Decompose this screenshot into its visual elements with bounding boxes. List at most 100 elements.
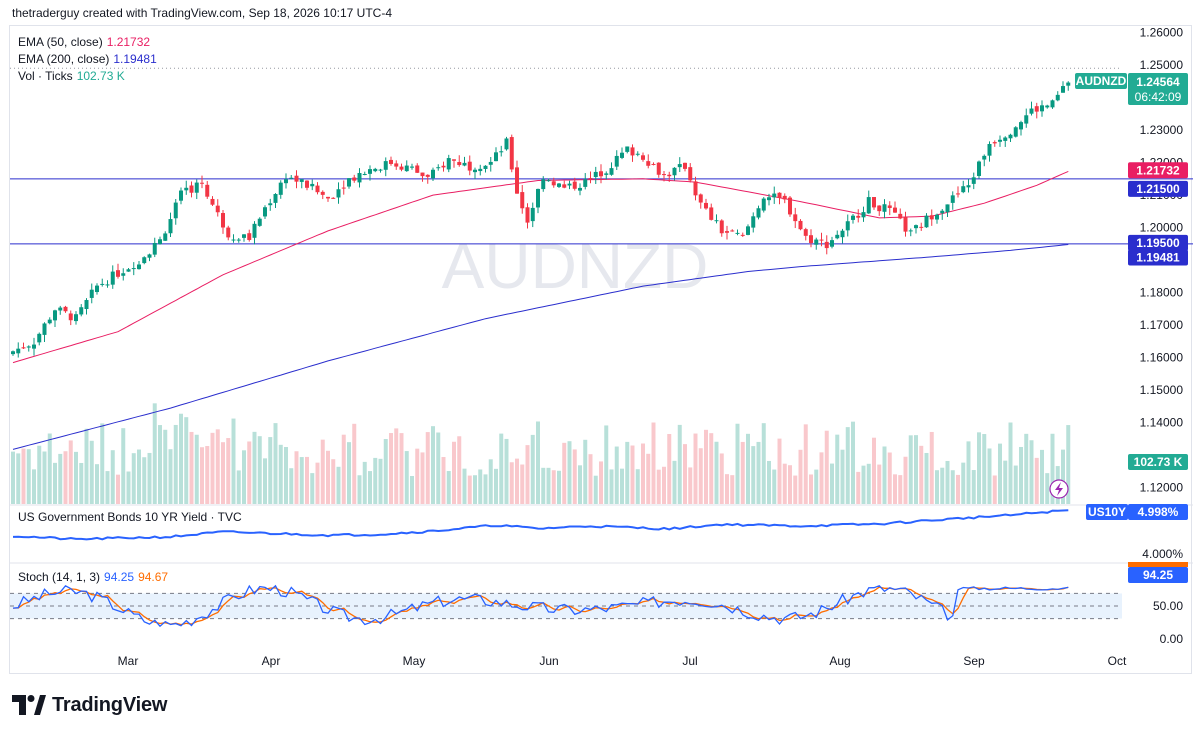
candle-body <box>956 193 960 195</box>
volume-bar <box>1024 433 1029 504</box>
candle-body <box>893 207 897 213</box>
volume-bar <box>215 429 220 504</box>
candle-body <box>42 323 47 335</box>
volume-bar <box>1008 422 1013 504</box>
volume-bar <box>903 456 908 504</box>
volume-bar <box>515 458 519 504</box>
candle-body <box>520 192 525 209</box>
volume-bar <box>756 441 761 504</box>
volume-bar <box>221 442 225 504</box>
candle-body <box>74 314 78 322</box>
volume-bar <box>788 465 792 504</box>
volume-bar <box>971 470 976 504</box>
candle-body <box>945 204 950 213</box>
volume-bar <box>194 434 199 504</box>
us10y-value-tag: 4.998% <box>1138 505 1179 519</box>
y-axis-tick: 1.20000 <box>1140 221 1184 235</box>
candle-body <box>509 137 514 170</box>
volume-bar <box>845 427 850 504</box>
level-tag-0-bg <box>1128 162 1188 179</box>
volume-bar <box>47 433 52 504</box>
candle-body <box>588 178 593 180</box>
candle-body <box>431 169 435 179</box>
volume-bar <box>95 464 99 504</box>
legend-volume[interactable]: Vol · Ticks 102.73 K <box>18 68 157 85</box>
volume-bar <box>1061 449 1065 504</box>
volume-bar <box>714 441 719 504</box>
candle-body <box>1045 105 1050 108</box>
candle-body <box>667 174 672 177</box>
candle-body <box>1013 127 1018 137</box>
volume-bar <box>294 451 299 504</box>
candle-body <box>966 185 971 188</box>
legend-ema200-value: 1.19481 <box>113 52 157 66</box>
symbol-watermark: AUDNZD <box>442 230 709 302</box>
volume-bar <box>746 433 750 504</box>
volume-bar <box>347 442 351 504</box>
candle-body <box>819 239 824 241</box>
candle-body <box>147 254 152 258</box>
volume-bar <box>620 468 624 504</box>
stoch-k-value: 94.25 <box>104 570 135 584</box>
volume-bar <box>268 437 273 504</box>
candle-body <box>257 218 262 226</box>
candle-body <box>16 348 21 354</box>
volume-bar <box>63 451 68 504</box>
y-axis-tick: 1.15000 <box>1140 383 1184 397</box>
volume-bar <box>940 467 945 504</box>
y-axis-tick: 1.26000 <box>1140 26 1184 40</box>
volume-bar <box>436 432 441 504</box>
volume-bar <box>809 474 813 504</box>
candle-body <box>462 162 467 166</box>
candle-body <box>247 233 252 240</box>
volume-bar <box>273 423 278 504</box>
legend-ema50-label: EMA (50, close) <box>18 35 103 49</box>
stoch-legend[interactable]: Stoch (14, 1, 3) 94.25 94.67 <box>18 569 168 586</box>
candle-body <box>389 159 393 164</box>
volume-bar <box>16 453 21 504</box>
candle-body <box>100 283 105 285</box>
price-chart[interactable]: AUDNZD 1.260001.250001.230001.220001.210… <box>10 26 1193 675</box>
candle-body <box>693 181 698 196</box>
chart-legend: EMA (50, close) 1.21732 EMA (200, close) 1… <box>18 34 157 85</box>
volume-bar <box>278 444 283 504</box>
volume-bar <box>593 475 598 504</box>
volume-bar <box>546 467 551 504</box>
candle-body <box>95 285 99 293</box>
volume-bar <box>478 469 483 504</box>
stoch-d-value: 94.67 <box>138 570 169 584</box>
y-axis-tick: 1.23000 <box>1140 123 1184 137</box>
tradingview-logo-icon <box>12 695 46 715</box>
legend-ema200[interactable]: EMA (200, close) 1.19481 <box>18 51 157 68</box>
candle-body <box>651 163 656 165</box>
candle-body <box>410 166 414 168</box>
candle-body <box>278 182 283 195</box>
candle-body <box>1024 115 1029 124</box>
legend-ema50[interactable]: EMA (50, close) 1.21732 <box>18 34 157 51</box>
candle-body <box>856 215 861 218</box>
volume-bar <box>945 460 950 504</box>
volume-bar <box>551 470 556 504</box>
volume-bar <box>977 432 981 504</box>
candle-body <box>226 227 231 238</box>
candle-body <box>935 214 939 220</box>
volume-bar <box>814 469 819 504</box>
volume-bar <box>767 460 771 504</box>
candle-body <box>919 226 924 228</box>
volume-bar <box>242 450 246 504</box>
tradingview-logo[interactable]: TradingView <box>12 693 167 717</box>
volume-bar <box>987 448 992 504</box>
candle-body <box>105 284 110 286</box>
candle-body <box>310 183 315 187</box>
candle-body <box>572 181 577 189</box>
x-axis-label: Jul <box>682 654 697 668</box>
us10y-legend[interactable]: US Government Bonds 10 YR Yield · TVC <box>18 509 242 526</box>
volume-bar <box>257 436 262 504</box>
volume-bar <box>1040 449 1044 504</box>
candle-body <box>289 177 294 179</box>
volume-bar <box>609 469 614 504</box>
volume-bar <box>625 441 630 504</box>
stoch-tag: 94.25 <box>1143 568 1173 582</box>
y-axis-tick: 1.25000 <box>1140 58 1184 72</box>
level-tag-1: 1.21500 <box>1136 182 1180 196</box>
